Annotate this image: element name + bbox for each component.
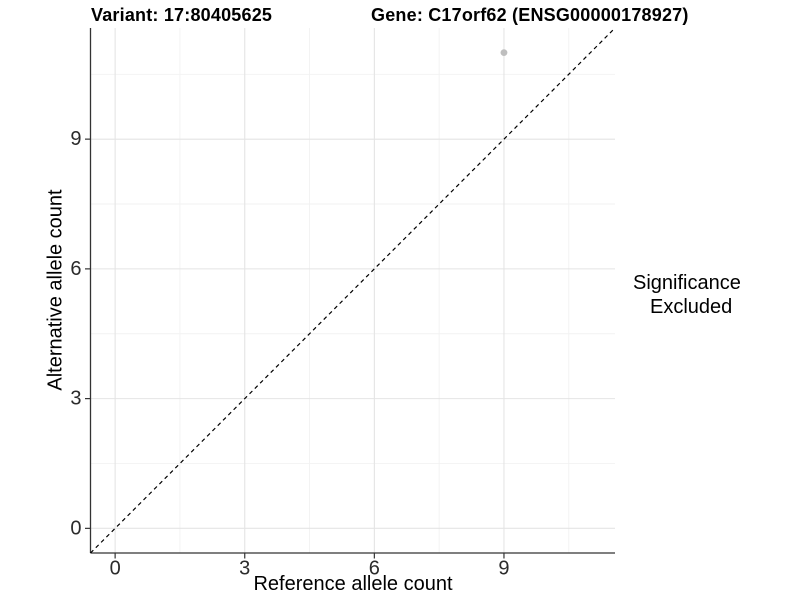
y-tick-label: 3 — [70, 388, 81, 410]
x-tick-label: 0 — [110, 558, 121, 580]
x-tick-label: 3 — [239, 558, 250, 580]
legend-point-icon — [635, 303, 644, 312]
y-tick-label: 6 — [70, 258, 81, 280]
x-tick-label: 9 — [498, 558, 509, 580]
legend-item-label: Excluded — [650, 295, 733, 318]
x-tick-label: 6 — [369, 558, 380, 580]
y-axis-title: Alternative allele count — [44, 189, 67, 391]
plot-title-variant: Variant: 17:80405625 — [91, 5, 273, 25]
identity-reference-line — [90, 27, 616, 554]
y-tick-label: 0 — [70, 517, 81, 539]
plot-title-gene: Gene: C17orf62 (ENSG00000178927) — [371, 5, 689, 25]
legend-title: Significance — [633, 272, 741, 294]
legend: Significance Excluded — [633, 271, 741, 319]
data-point — [500, 49, 508, 57]
y-tick-label: 9 — [70, 128, 81, 150]
legend-item-excluded: Excluded — [633, 295, 741, 319]
x-axis-title: Reference allele count — [253, 573, 453, 595]
